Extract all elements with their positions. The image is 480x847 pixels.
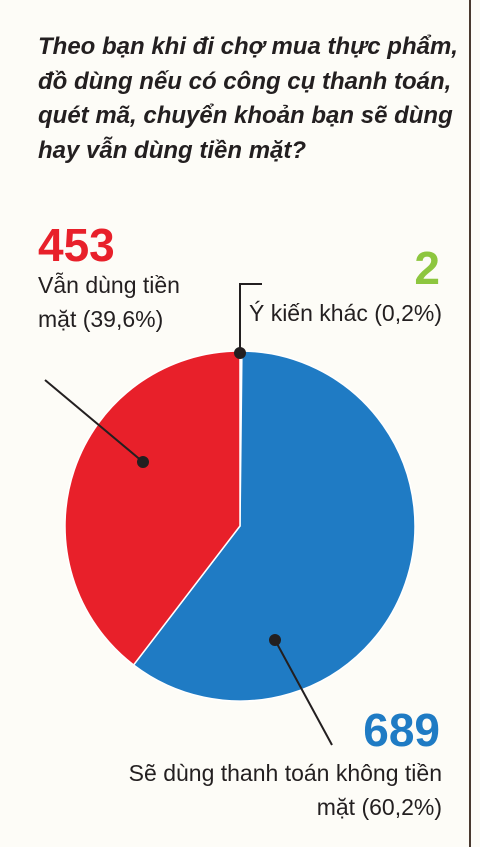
leader-dot xyxy=(234,347,246,359)
pie-slice xyxy=(64,350,241,666)
category-label: Ý kiến khác (0,2%) xyxy=(248,300,442,326)
value-label: 689 xyxy=(363,704,440,756)
leader-line xyxy=(274,639,333,746)
value-label: 2 xyxy=(414,242,440,294)
leader-dot xyxy=(269,634,281,646)
leader-lines xyxy=(44,283,333,746)
category-label: Sẽ dùng thanh toán không tiền mặt (60,2%… xyxy=(128,760,442,820)
chart-title: Theo bạn khi đi chợ mua thực phẩm, đồ dù… xyxy=(38,33,458,164)
category-label: Vẫn dùng tiền mặt (39,6%) xyxy=(38,272,180,332)
pie-slice xyxy=(132,350,416,702)
leader-dot xyxy=(137,456,149,468)
value-label: 453 xyxy=(38,219,115,271)
leader-line xyxy=(44,379,144,463)
pie xyxy=(64,350,416,702)
leader-line xyxy=(239,283,262,353)
